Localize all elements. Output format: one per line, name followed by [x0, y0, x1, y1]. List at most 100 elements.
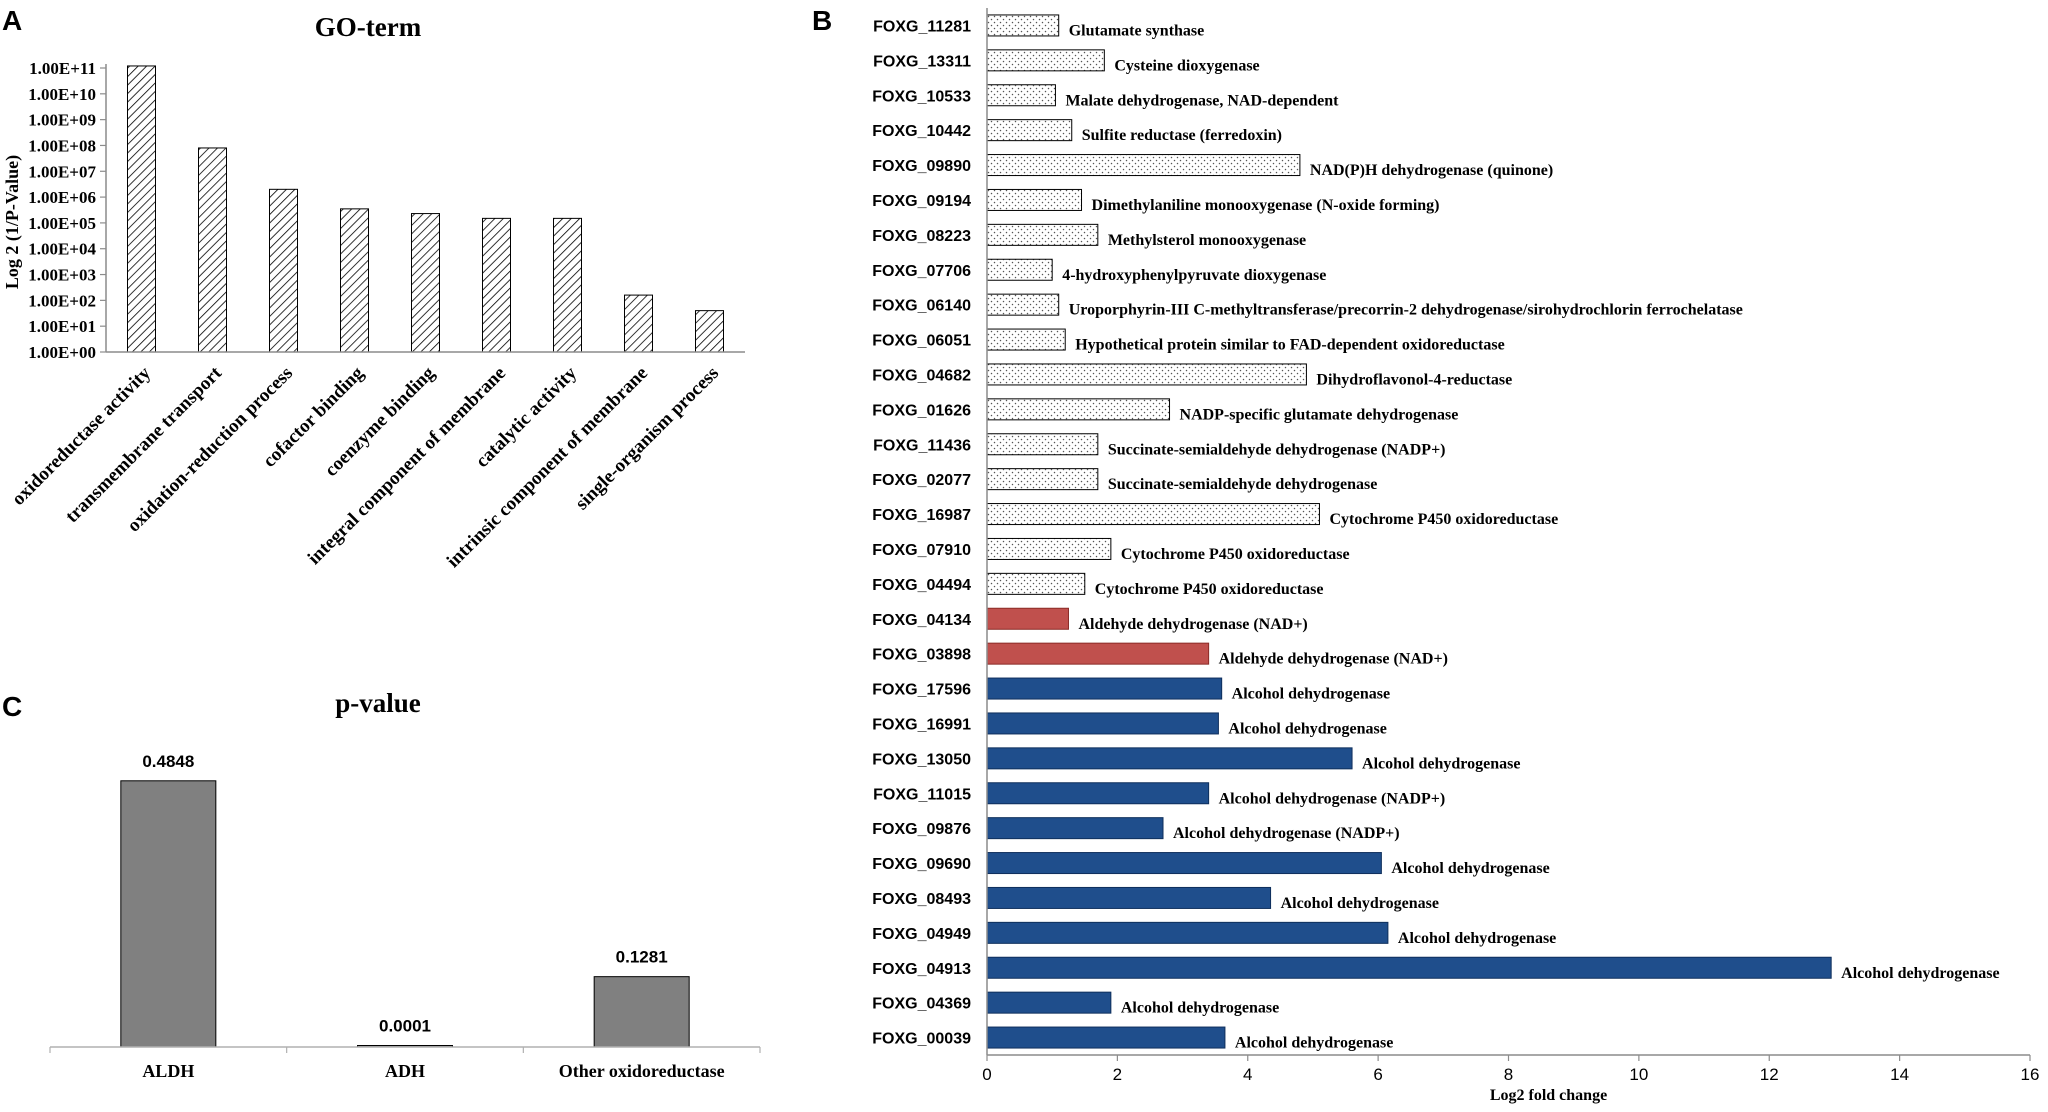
chart-b-bar-label: Alcohol dehydrogenase — [1391, 860, 1549, 877]
chart-a-category-label: oxidoreductase activity — [8, 362, 155, 509]
chart-b-gene-id: FOXG_10442 — [872, 123, 971, 140]
chart-b-bar-label: Malate dehydrogenase, NAD-dependent — [1065, 92, 1339, 109]
chart-b-bar — [986, 293, 1060, 316]
chart-b-bar — [986, 852, 1382, 875]
chart-b-gene-id: FOXG_00039 — [872, 1031, 971, 1048]
chart-b-bar — [986, 607, 1069, 630]
chart-b-bar-label: Alcohol dehydrogenase — [1235, 1035, 1393, 1052]
chart-b-bar-label: Sulfite reductase (ferredoxin) — [1082, 127, 1282, 144]
chart-b-xtick-label: 6 — [1373, 1065, 1382, 1084]
chart-b-bar — [986, 468, 1099, 491]
chart-b-bar-label: Uroporphyrin-III C-methyltransferase/pre… — [1069, 302, 1743, 319]
chart-b-bar — [986, 363, 1307, 386]
chart-c-x-ticks — [49, 1047, 761, 1053]
chart-c-value-labels: 0.4848 0.0001 0.1281 — [142, 752, 667, 1036]
chart-b-bar — [986, 328, 1066, 351]
chart-c-value-label: 0.4848 — [142, 752, 194, 771]
chart-c-title: p-value — [335, 688, 421, 718]
chart-b-bar — [986, 782, 1210, 805]
chart-b-gene-id: FOXG_08493 — [872, 891, 971, 908]
chart-b-bar — [986, 119, 1073, 142]
chart-b-gene-id: FOXG_11281 — [873, 18, 971, 35]
chart-b-bar — [986, 712, 1219, 735]
chart-b-bar — [986, 188, 1083, 211]
chart-b-bar-label: Cytochrome P450 oxidoreductase — [1121, 546, 1350, 563]
chart-b-bars — [986, 14, 1832, 1049]
chart-b-bar — [986, 886, 1272, 909]
chart-b-bar-labels: Glutamate synthase Cysteine dioxygenase Ma… — [1062, 22, 1999, 1051]
chart-b-bar — [986, 223, 1099, 246]
chart-a-bars — [127, 65, 724, 353]
chart-b-bar-label: Alcohol dehydrogenase — [1121, 1000, 1279, 1017]
chart-b-bar — [986, 398, 1171, 421]
chart-a-y-ticks: 1.00E+00 1.00E+01 1.00E+02 1.00E+03 1.00E+04… — [28, 59, 106, 362]
chart-b-gene-ids: FOXG_11281 FOXG_13311 FOXG_10533 FOXG_10442… — [872, 18, 971, 1047]
chart-a-ytick-label: 1.00E+08 — [28, 136, 96, 155]
chart-c-category-label: Other oxidoreductase — [559, 1061, 725, 1081]
chart-c-x-labels: ALDH ADH Other oxidoreductase — [142, 1061, 724, 1081]
chart-b-xtick-label: 8 — [1504, 1065, 1513, 1084]
chart-b-xtick-label: 4 — [1243, 1065, 1252, 1084]
chart-a-ytick-label: 1.00E+03 — [28, 266, 96, 285]
chart-b-gene-id: FOXG_09690 — [872, 856, 971, 873]
chart-b-gene-id: FOXG_16987 — [872, 507, 971, 524]
chart-b-gene-id: FOXG_10533 — [872, 88, 971, 105]
chart-b-bar — [986, 503, 1320, 526]
chart-b-bar-label: Alcohol dehydrogenase — [1841, 965, 1999, 982]
chart-c-value-label: 0.0001 — [379, 1017, 431, 1036]
chart-b-bar — [986, 642, 1210, 665]
chart-b-bar-label: Methylsterol monooxygenase — [1108, 232, 1306, 249]
panel-letter-a: A — [2, 5, 22, 36]
chart-b-bar-label: Alcohol dehydrogenase (NADP+) — [1219, 790, 1446, 807]
chart-b-gene-id: FOXG_08223 — [872, 228, 971, 245]
chart-b-xtick-label: 2 — [1113, 1065, 1122, 1084]
chart-c-bar — [120, 780, 217, 1048]
chart-b-xtick-label: 14 — [1890, 1065, 1909, 1084]
panel-letter-c: C — [2, 691, 22, 722]
chart-b-bar — [986, 991, 1112, 1014]
chart-b-gene-id: FOXG_06051 — [872, 333, 971, 350]
panel-letter-b: B — [812, 5, 832, 36]
chart-b-gene-id: FOXG_04134 — [872, 612, 971, 629]
chart-b-gene-id: FOXG_06140 — [872, 298, 971, 315]
chart-b-bar-label: Dihydroflavonol-4-reductase — [1316, 371, 1512, 388]
chart-c-category-label: ADH — [385, 1061, 425, 1081]
chart-a-ytick-label: 1.00E+07 — [28, 162, 96, 181]
chart-a-bar — [695, 310, 724, 353]
chart-a-ytick-label: 1.00E+02 — [28, 291, 96, 310]
chart-b-bar — [986, 14, 1060, 37]
chart-b-gene-id: FOXG_07910 — [872, 542, 971, 559]
chart-b-gene-id: FOXG_11436 — [873, 437, 971, 454]
chart-b-gene-id: FOXG_11015 — [873, 786, 971, 803]
chart-b-bar — [986, 154, 1301, 177]
chart-b-bar — [986, 956, 1832, 979]
chart-b-gene-id: FOXG_09194 — [872, 193, 971, 210]
chart-b-xtick-label: 16 — [2021, 1065, 2040, 1084]
chart-b-bar — [986, 258, 1053, 281]
chart-b-xtick-label: 12 — [1760, 1065, 1779, 1084]
chart-b-bar-label: Succinate-semialdehyde dehydrogenase — [1108, 476, 1377, 493]
chart-a-bar — [127, 65, 156, 353]
chart-c-bar — [593, 976, 690, 1048]
chart-b-bar-label: Hypothetical protein similar to FAD-depe… — [1075, 337, 1504, 354]
chart-b-gene-id: FOXG_17596 — [872, 682, 971, 699]
chart-b-gene-id: FOXG_01626 — [872, 402, 971, 419]
chart-b-bar-label: Alcohol dehydrogenase — [1362, 755, 1520, 772]
chart-a-ytick-label: 1.00E+04 — [28, 240, 96, 259]
chart-b-bar-label: Aldehyde dehydrogenase (NAD+) — [1078, 616, 1307, 633]
chart-b-bar — [986, 747, 1353, 770]
chart-b-gene-id: FOXG_03898 — [872, 647, 971, 664]
chart-b-x-ticks: 0 2 4 6 8 10 12 14 16 — [982, 1055, 2039, 1084]
chart-a-bar — [198, 147, 227, 353]
chart-b-bar — [986, 49, 1105, 72]
chart-a-ytick-label: 1.00E+00 — [28, 343, 96, 362]
chart-b-bar — [986, 677, 1223, 700]
chart-c-value-label: 0.1281 — [616, 948, 668, 967]
chart-b-bar-label: Alcohol dehydrogenase — [1398, 930, 1556, 947]
chart-b-gene-id: FOXG_13311 — [873, 53, 971, 70]
chart-b-bar-label: 4-hydroxyphenylpyruvate dioxygenase — [1062, 267, 1326, 284]
chart-b-xlabel: Log2 fold change — [1490, 1087, 1607, 1104]
chart-a-category-label: single-organism process — [571, 363, 723, 515]
chart-b-bar — [986, 817, 1164, 840]
panel-b-fold-change-chart: B FOXG_11281 FOXG_13311 FOXG_10533 FOXG_104… — [812, 5, 2039, 1104]
